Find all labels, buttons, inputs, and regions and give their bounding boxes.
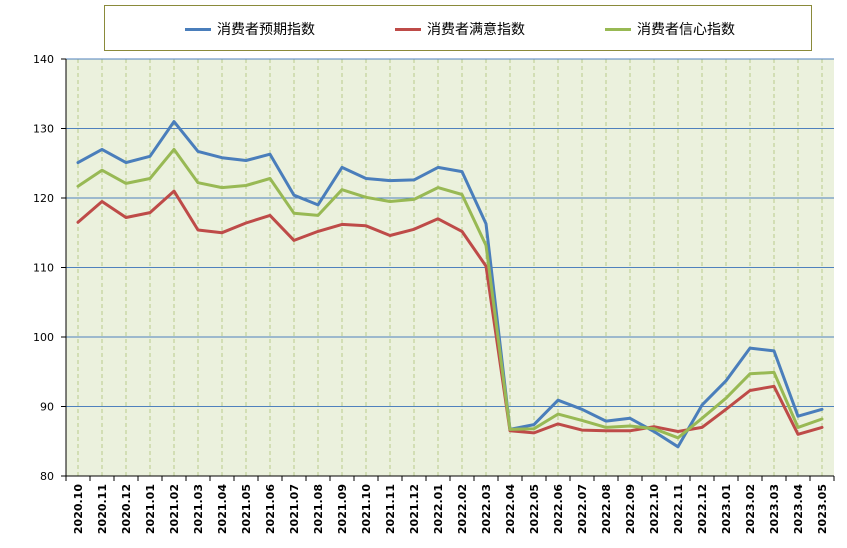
x-tick-label: 2021.11 bbox=[384, 484, 397, 534]
series-line-0 bbox=[76, 120, 824, 449]
legend-swatch-satisfaction bbox=[395, 27, 421, 31]
x-tick-label: 2021.06 bbox=[264, 484, 277, 534]
legend-item-confidence: 消费者信心指数 bbox=[605, 20, 735, 38]
y-tick-label: 140 bbox=[33, 53, 54, 66]
x-tick-label: 2020.11 bbox=[96, 484, 109, 534]
x-tick-label: 2021.12 bbox=[408, 484, 421, 534]
x-tick-label: 2022.03 bbox=[480, 484, 493, 534]
x-tick-label: 2021.03 bbox=[192, 484, 205, 534]
x-tick-label: 2022.09 bbox=[624, 484, 637, 534]
y-tick-label: 100 bbox=[33, 331, 54, 344]
legend-swatch-confidence bbox=[605, 27, 631, 31]
x-tick-label: 2022.01 bbox=[432, 484, 445, 534]
x-tick-label: 2021.04 bbox=[216, 484, 229, 534]
x-tick-label: 2022.04 bbox=[504, 484, 517, 534]
x-tick-label: 2023.01 bbox=[720, 484, 733, 534]
series-line-2 bbox=[76, 147, 824, 440]
x-tick-label: 2021.01 bbox=[144, 484, 157, 534]
x-tick-label: 2021.08 bbox=[312, 484, 325, 534]
x-tick-label: 2020.12 bbox=[120, 484, 133, 534]
x-tick-label: 2021.10 bbox=[360, 484, 373, 534]
legend-item-satisfaction: 消费者满意指数 bbox=[395, 20, 525, 38]
x-tick-label: 2021.05 bbox=[240, 484, 253, 534]
legend-label-confidence: 消费者信心指数 bbox=[637, 22, 735, 38]
y-tick-label: 110 bbox=[33, 262, 54, 275]
x-tick-label: 2023.03 bbox=[768, 484, 781, 534]
y-tick-label: 90 bbox=[40, 401, 54, 414]
x-tick-label: 2023.05 bbox=[816, 484, 829, 534]
series-line-1 bbox=[76, 189, 824, 436]
x-tick-label: 2023.02 bbox=[744, 484, 757, 534]
legend-label-expectation: 消费者预期指数 bbox=[217, 22, 315, 38]
legend-label-satisfaction: 消费者满意指数 bbox=[427, 22, 525, 38]
legend-swatch-expectation bbox=[185, 27, 211, 31]
x-tick-label: 2022.06 bbox=[552, 484, 565, 534]
x-tick-label: 2022.12 bbox=[696, 484, 709, 534]
x-tick-label: 2022.05 bbox=[528, 484, 541, 534]
x-tick-label: 2021.07 bbox=[288, 484, 301, 534]
x-tick-label: 2020.10 bbox=[72, 484, 85, 534]
x-tick-label: 2021.09 bbox=[336, 484, 349, 534]
x-tick-label: 2021.02 bbox=[168, 484, 181, 534]
x-tick-label: 2022.02 bbox=[456, 484, 469, 534]
chart-legend: 消费者预期指数 消费者满意指数 消费者信心指数 bbox=[104, 5, 812, 51]
x-tick-label: 2022.08 bbox=[600, 484, 613, 534]
x-tick-label: 2022.07 bbox=[576, 484, 589, 534]
y-tick-label: 130 bbox=[33, 123, 54, 136]
legend-item-expectation: 消费者预期指数 bbox=[185, 20, 315, 38]
y-tick-label: 120 bbox=[33, 192, 54, 205]
x-tick-label: 2022.11 bbox=[672, 484, 685, 534]
x-tick-label: 2022.10 bbox=[648, 484, 661, 534]
x-tick-label: 2023.04 bbox=[792, 484, 805, 534]
y-tick-label: 80 bbox=[40, 470, 54, 483]
